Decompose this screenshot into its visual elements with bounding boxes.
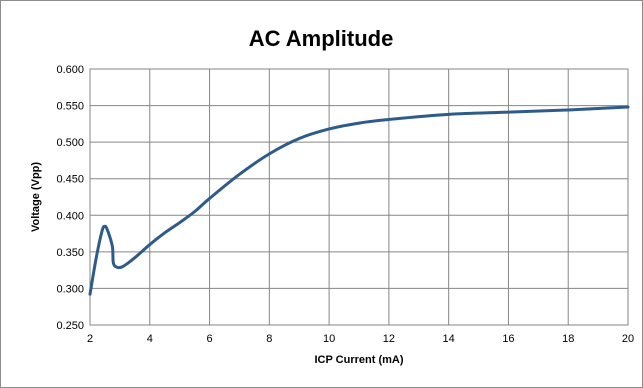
grid-layer xyxy=(89,68,629,326)
x-tick-label: 12 xyxy=(383,333,395,345)
y-tick-label: 0.450 xyxy=(56,174,84,186)
series-layer xyxy=(88,105,630,296)
y-tick-label: 0.600 xyxy=(56,64,84,76)
plot-area-border xyxy=(89,68,629,326)
x-axis-label: ICP Current (mA) xyxy=(314,354,403,366)
y-tick-label: 0.250 xyxy=(56,320,84,332)
x-tick-label: 20 xyxy=(622,333,634,345)
y-tick-label: 0.400 xyxy=(56,210,84,222)
x-tick-label: 2 xyxy=(87,333,93,345)
y-tick-label: 0.500 xyxy=(56,137,84,149)
chart-title: AC Amplitude xyxy=(249,26,394,51)
y-tick-labels: 0.250 0.300 0.350 0.400 0.450 0.500 0.550 0.600 xyxy=(56,64,84,332)
x-tick-label: 16 xyxy=(502,333,514,345)
x-tick-label: 14 xyxy=(443,333,455,345)
y-tick-label: 0.550 xyxy=(56,101,84,113)
y-tick-label: 0.350 xyxy=(56,247,84,259)
y-tick-label: 0.300 xyxy=(56,283,84,295)
x-tick-label: 10 xyxy=(323,333,335,345)
y-axis-label: Voltage (Vpp) xyxy=(30,162,42,232)
x-tick-label: 18 xyxy=(562,333,574,345)
x-tick-label: 4 xyxy=(147,333,153,345)
series-line-0 xyxy=(88,105,630,296)
x-tick-label: 8 xyxy=(266,333,272,345)
x-tick-labels: 2 4 6 8 10 12 14 16 18 20 xyxy=(87,333,634,345)
x-tick-label: 6 xyxy=(206,333,212,345)
